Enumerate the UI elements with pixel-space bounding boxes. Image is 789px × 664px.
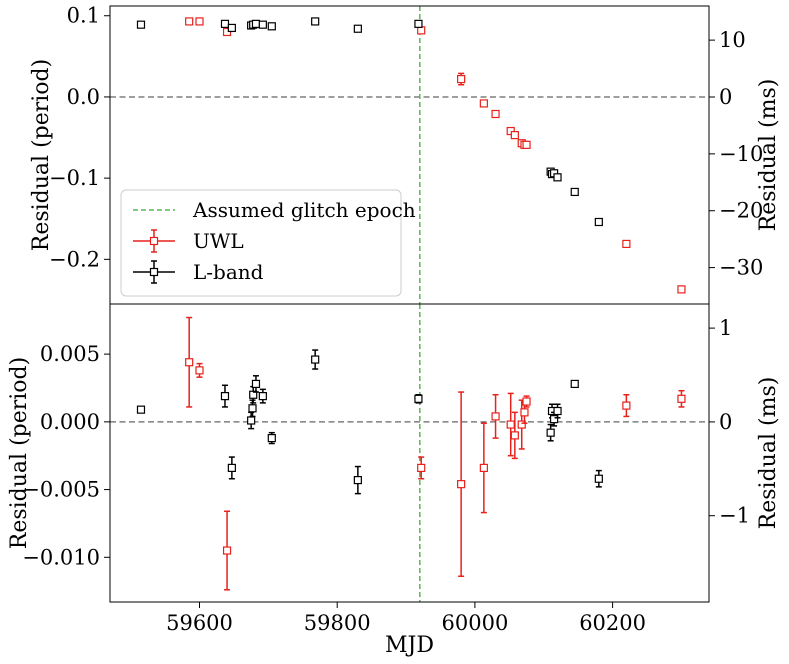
top-uwl-point	[622, 239, 631, 249]
top-lband-point	[414, 19, 423, 28]
bottom-uwl-point	[457, 480, 466, 489]
top-lband-point	[553, 173, 562, 182]
bottom-uwl-point	[479, 463, 488, 472]
top-lband-point	[570, 187, 579, 197]
bottom-frame	[109, 303, 710, 603]
bottom-ytick-right-label: −1	[719, 504, 750, 528]
legend-frame	[120, 189, 402, 297]
bottom-ytick-label: 0.000	[40, 410, 100, 434]
top-lband-point	[251, 19, 261, 28]
bottom-lband-point	[251, 379, 261, 389]
top-panel: 0.1 0.0 −0.1 −0.2 10 0 −10 −20 −30 Residual (peri…	[29, 4, 781, 305]
bottom-uwl-point	[522, 397, 531, 406]
top-ylabel-right: Residual (ms)	[756, 79, 781, 232]
bottom-ylabel-right: Residual (ms)	[756, 377, 781, 530]
bottom-ytick-label: −0.005	[22, 478, 100, 502]
bottom-lband-point	[248, 404, 257, 413]
bottom-lband-point	[594, 474, 603, 483]
bottom-lband-point	[227, 463, 236, 472]
bottom-lband-point	[549, 415, 559, 424]
top-uwl-point	[491, 109, 500, 119]
bottom-lband-point	[353, 475, 362, 485]
bottom-ytick-right-label: 0	[719, 410, 732, 434]
bottom-panel: 0.005 0.000 −0.005 −0.010 1 0 −1 59600 59800 6000…	[7, 303, 781, 658]
legend: Assumed glitch epoch UWL L-band	[120, 189, 416, 297]
top-uwl-point	[185, 17, 194, 26]
top-lband-point	[136, 20, 146, 29]
legend-lband-label: L-band	[193, 260, 264, 284]
top-uwl-point	[195, 17, 204, 26]
top-lband-point	[353, 24, 362, 33]
top-lband-point	[311, 17, 320, 26]
top-ytick-right-label: −10	[719, 142, 763, 166]
top-lband-point	[267, 22, 276, 31]
top-lband-point	[594, 217, 603, 227]
bottom-lband-point	[267, 434, 276, 443]
legend-glitch-label: Assumed glitch epoch	[192, 198, 416, 222]
bottom-uwl-point	[622, 401, 631, 410]
bottom-uwl-point	[185, 358, 194, 367]
xtick-label: 60000	[442, 611, 509, 635]
top-ytick-right-label: −20	[719, 199, 763, 223]
xlabel: MJD	[385, 633, 434, 658]
bottom-uwl-point	[195, 366, 204, 375]
top-lband-point	[227, 23, 236, 33]
top-ytick-label: 0.0	[67, 85, 100, 109]
bottom-uwl-point	[517, 420, 526, 429]
top-lband-point	[220, 19, 230, 28]
bottom-lband-point	[247, 416, 256, 425]
bottom-lband-point	[546, 428, 555, 437]
xtick-label: 60200	[579, 611, 646, 635]
bottom-lband-point	[258, 392, 267, 401]
top-uwl-point	[457, 74, 466, 84]
bottom-lband-point	[553, 406, 562, 416]
bottom-uwl-point	[510, 431, 519, 440]
top-uwl-point	[677, 285, 686, 294]
bottom-ytick-right-label: 1	[719, 316, 732, 340]
bottom-lband-point	[136, 405, 146, 414]
bottom-ytick-label: 0.005	[40, 342, 100, 366]
bottom-uwl-point	[222, 546, 232, 555]
bottom-lband-point	[570, 379, 579, 389]
xtick-label: 59600	[166, 611, 233, 635]
xtick-label: 59800	[304, 611, 371, 635]
bottom-ylabel: Residual (period)	[7, 357, 32, 549]
top-uwl-point	[510, 131, 519, 140]
bottom-lband-point	[311, 355, 320, 364]
top-uwl-point	[522, 140, 531, 149]
bottom-uwl-point	[417, 463, 426, 472]
bottom-lband-point	[414, 394, 423, 403]
bottom-lband-point	[249, 390, 258, 399]
top-ytick-right-label: 10	[719, 28, 746, 52]
legend-uwl-label: UWL	[193, 229, 244, 253]
top-lband-point	[258, 20, 267, 29]
top-ytick-label: −0.2	[49, 247, 100, 271]
bottom-uwl-point	[677, 394, 686, 403]
top-ytick-right-label: 0	[719, 85, 732, 109]
top-ytick-label: −0.1	[49, 166, 100, 190]
top-ytick-label: 0.1	[67, 4, 100, 28]
top-ylabel: Residual (period)	[29, 59, 54, 251]
top-uwl-point	[479, 99, 488, 108]
bottom-uwl-point	[491, 412, 500, 421]
bottom-uwl-point	[520, 408, 529, 417]
legend-lband-swatch	[133, 260, 175, 284]
bottom-ytick-label: −0.010	[22, 545, 100, 569]
top-ytick-right-label: −30	[719, 256, 763, 280]
legend-uwl-swatch	[133, 229, 175, 253]
bottom-lband-point	[220, 392, 230, 401]
bottom-uwl-point	[506, 420, 515, 429]
